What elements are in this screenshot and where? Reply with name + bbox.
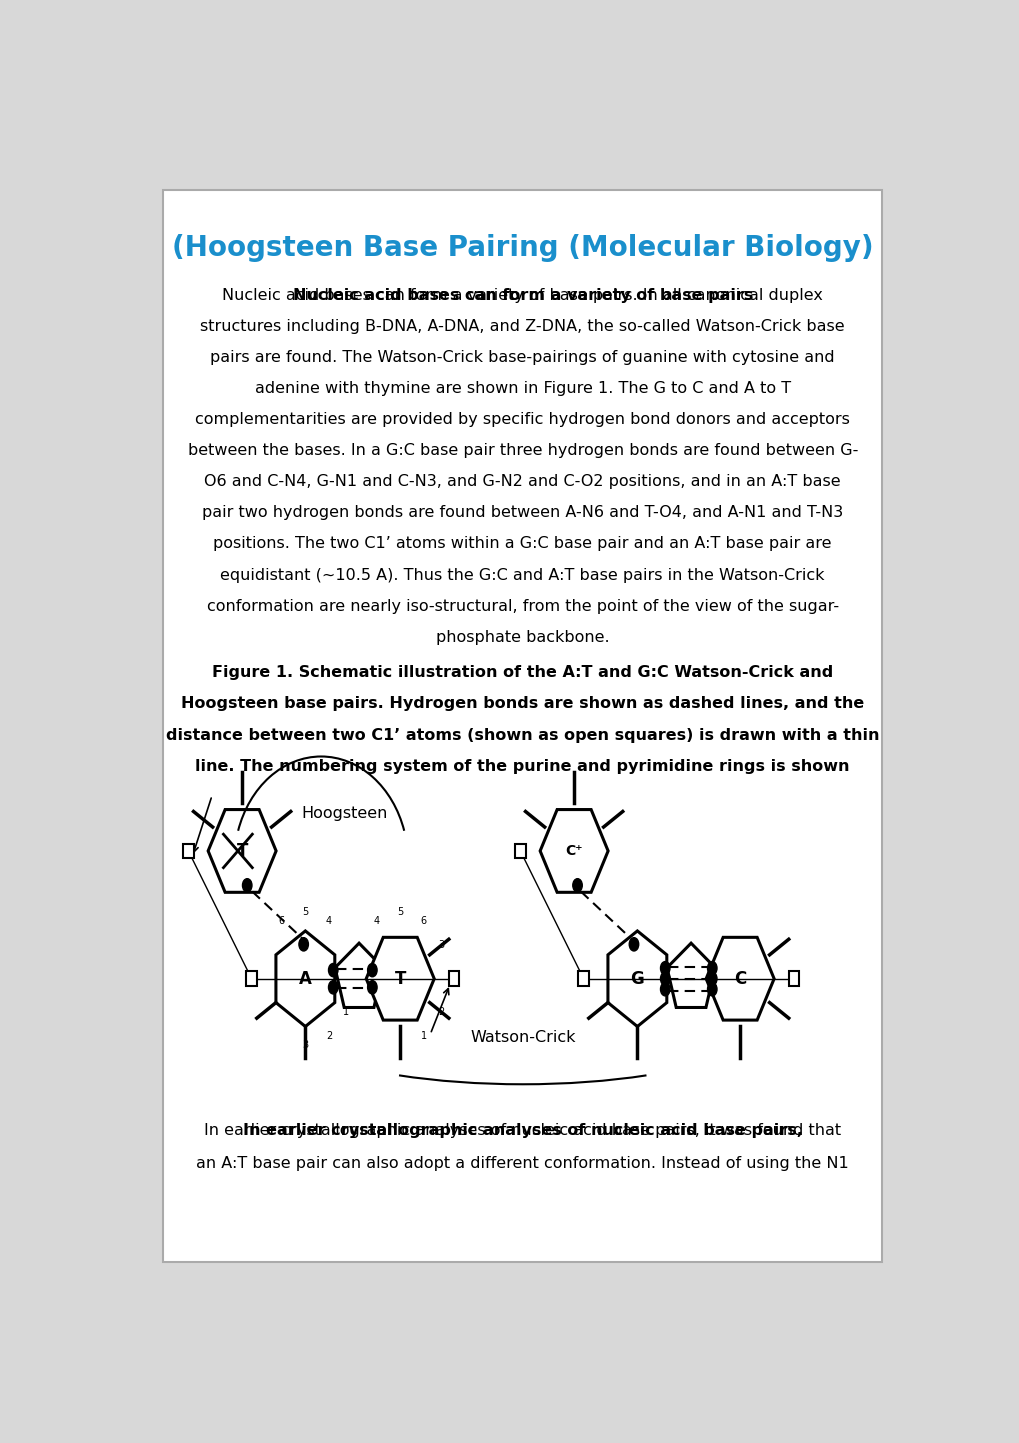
Circle shape: [660, 973, 669, 986]
Text: In earlier crystallographic analyses of nucleic acid base pairs, it was found th: In earlier crystallographic analyses of …: [204, 1123, 841, 1139]
Text: line. The numbering system of the purine and pyrimidine rings is shown: line. The numbering system of the purine…: [196, 759, 849, 773]
Text: 4: 4: [326, 916, 332, 926]
Circle shape: [328, 981, 337, 994]
Text: 5: 5: [302, 908, 308, 918]
Bar: [247, 971, 257, 986]
Polygon shape: [208, 810, 276, 892]
Circle shape: [707, 983, 716, 996]
Polygon shape: [334, 944, 383, 1007]
Text: C⁺: C⁺: [565, 844, 582, 859]
Bar: [515, 844, 525, 859]
Bar: [788, 971, 798, 986]
Text: C: C: [734, 970, 746, 987]
Circle shape: [660, 961, 669, 975]
Text: 6: 6: [421, 916, 427, 926]
Text: structures including B-DNA, A-DNA, and Z-DNA, the so-called Watson-Crick base: structures including B-DNA, A-DNA, and Z…: [201, 319, 844, 333]
Circle shape: [299, 938, 308, 951]
Text: equidistant (~10.5 A). Thus the G:C and A:T base pairs in the Watson-Crick: equidistant (~10.5 A). Thus the G:C and …: [220, 567, 824, 583]
Bar: [448, 971, 459, 986]
Text: between the bases. In a G:C base pair three hydrogen bonds are found between G-: between the bases. In a G:C base pair th…: [187, 443, 857, 459]
Text: O6 and C-N4, G-N1 and C-N3, and G-N2 and C-O2 positions, and in an A:T base: O6 and C-N4, G-N1 and C-N3, and G-N2 and…: [204, 475, 841, 489]
Circle shape: [707, 973, 716, 986]
Polygon shape: [607, 931, 666, 1026]
FancyBboxPatch shape: [163, 190, 881, 1263]
Circle shape: [243, 879, 252, 892]
Polygon shape: [666, 944, 714, 1007]
Bar: [578, 971, 588, 986]
Polygon shape: [705, 938, 773, 1020]
Text: distance between two C1’ atoms (shown as open squares) is drawn with a thin: distance between two C1’ atoms (shown as…: [166, 727, 878, 743]
Polygon shape: [366, 938, 434, 1020]
Text: Hoogsteen: Hoogsteen: [302, 807, 387, 821]
Text: (Hoogsteen Base Pairing (Molecular Biology): (Hoogsteen Base Pairing (Molecular Biolo…: [172, 234, 872, 263]
Text: T: T: [394, 970, 406, 987]
Text: complementarities are provided by specific hydrogen bond donors and acceptors: complementarities are provided by specif…: [195, 413, 850, 427]
Text: G: G: [630, 970, 644, 987]
Text: 1: 1: [421, 1032, 427, 1042]
Text: T: T: [236, 841, 248, 860]
Text: Nucleic acid bases can form a variety of base pairs. In all canonical duplex: Nucleic acid bases can form a variety of…: [222, 287, 822, 303]
Text: adenine with thymine are shown in Figure 1. The G to C and A to T: adenine with thymine are shown in Figure…: [255, 381, 790, 395]
Text: 3: 3: [302, 1040, 308, 1051]
Text: 6: 6: [278, 916, 284, 926]
Text: positions. The two C1’ atoms within a G:C base pair and an A:T base pair are: positions. The two C1’ atoms within a G:…: [213, 537, 832, 551]
Text: A: A: [299, 970, 312, 987]
Text: pairs are found. The Watson-Crick base-pairings of guanine with cytosine and: pairs are found. The Watson-Crick base-p…: [210, 349, 835, 365]
Text: 3: 3: [438, 941, 444, 951]
Text: 1: 1: [343, 1007, 350, 1017]
Circle shape: [629, 938, 638, 951]
Text: an A:T base pair can also adopt a different conformation. Instead of using the N: an A:T base pair can also adopt a differ…: [197, 1156, 848, 1172]
Text: In earlier crystallographic analyses of nucleic acid base pairs,: In earlier crystallographic analyses of …: [243, 1123, 802, 1139]
Text: 5: 5: [396, 908, 403, 918]
Circle shape: [367, 964, 377, 977]
Text: Watson-Crick: Watson-Crick: [470, 1030, 575, 1045]
Polygon shape: [540, 810, 607, 892]
Circle shape: [328, 964, 337, 977]
Circle shape: [707, 961, 716, 975]
Text: Hoogsteen base pairs. Hydrogen bonds are shown as dashed lines, and the: Hoogsteen base pairs. Hydrogen bonds are…: [181, 697, 863, 711]
Text: 4: 4: [373, 916, 379, 926]
Polygon shape: [276, 931, 334, 1026]
Text: pair two hydrogen bonds are found between A-N6 and T-O4, and A-N1 and T-N3: pair two hydrogen bonds are found betwee…: [202, 505, 843, 521]
Circle shape: [367, 981, 377, 994]
Text: phosphate backbone.: phosphate backbone.: [435, 629, 609, 645]
Text: conformation are nearly iso-structural, from the point of the view of the sugar-: conformation are nearly iso-structural, …: [207, 599, 838, 613]
Text: Nucleic acid bases can form a variety of base pairs: Nucleic acid bases can form a variety of…: [292, 287, 752, 303]
Text: 2: 2: [438, 1007, 444, 1017]
Circle shape: [573, 879, 582, 892]
Text: Figure 1. Schematic illustration of the A:T and G:C Watson-Crick and: Figure 1. Schematic illustration of the …: [212, 665, 833, 681]
Bar: [183, 844, 194, 859]
Circle shape: [660, 983, 669, 996]
Text: 2: 2: [326, 1032, 332, 1042]
